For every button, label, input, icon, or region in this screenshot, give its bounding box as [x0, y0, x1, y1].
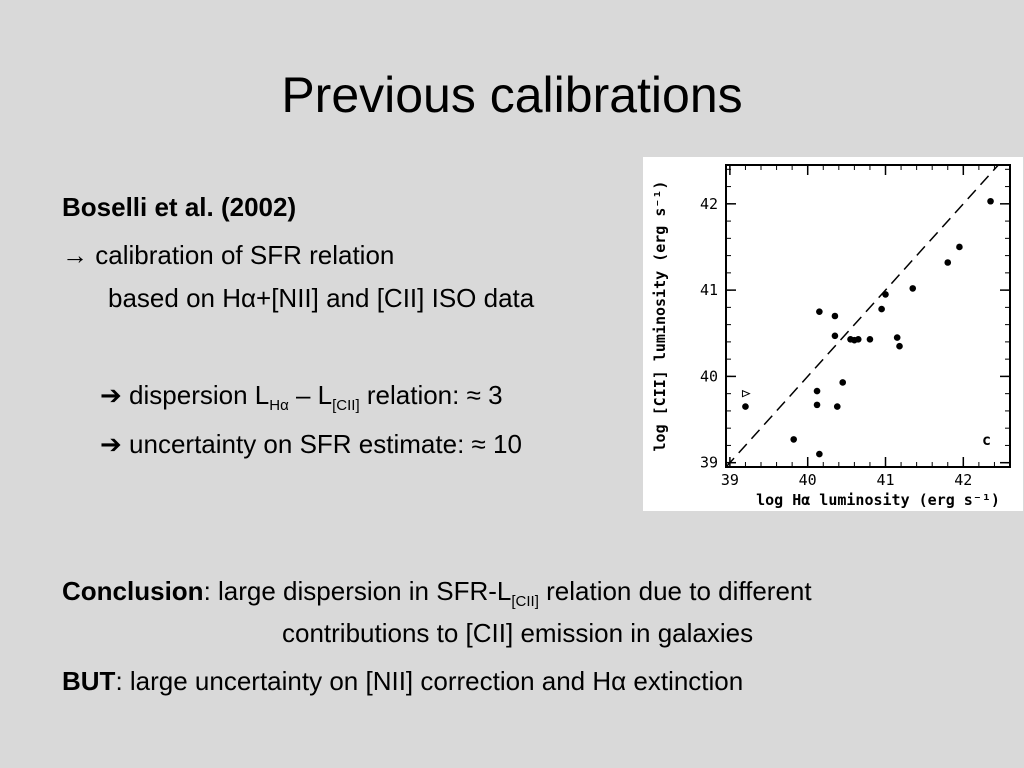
but-label: BUT: [62, 666, 116, 696]
right-arrow-icon: →: [62, 240, 88, 270]
reference-heading: Boselli et al. (2002): [62, 190, 296, 224]
y-tick-label: 41: [700, 281, 718, 299]
data-point: [909, 285, 917, 292]
data-point: [813, 387, 821, 395]
chart-svg: 39 40 41 42 39 40 41 42 c log Hα luminosity (erg …: [651, 164, 1011, 509]
plot-frame: [725, 164, 1011, 468]
y-tick-label: 42: [700, 195, 718, 213]
panel-label: c: [982, 431, 991, 449]
data-point: [742, 403, 749, 410]
calibration-text: calibration of SFR relation: [95, 240, 395, 270]
bold-right-arrow-icon: ➔: [100, 380, 122, 410]
data-point: [854, 335, 862, 343]
x-tick-label: 42: [954, 471, 972, 489]
x-tick-label: 41: [876, 471, 894, 489]
reference-line: [726, 165, 1000, 467]
data-point: [893, 334, 901, 341]
x-axis-label: log Hα luminosity (erg s⁻¹): [756, 491, 1000, 509]
dispersion-finding: ➔ dispersion LHα – L[CII] relation: ≈ 3: [100, 378, 503, 414]
y-tick-label: 39: [700, 454, 718, 472]
limit-point: [741, 389, 751, 398]
data-point: [813, 401, 821, 409]
data-point: [839, 379, 847, 386]
reference-text: Boselli et al. (2002): [62, 192, 297, 222]
conclusion-text: : large dispersion in SFR-L[CII] relatio…: [203, 576, 812, 610]
data-point: [896, 342, 903, 350]
data-point: [833, 403, 841, 410]
y-axis-label: log [CII] luminosity (erg s⁻¹): [651, 181, 669, 452]
conclusion-line-1: Conclusion: large dispersion in SFR-L[CI…: [62, 574, 812, 610]
but-line: BUT: large uncertainty on [NII] correcti…: [62, 664, 743, 698]
x-tick-label: 40: [799, 471, 817, 489]
conclusion-label: Conclusion: [62, 576, 204, 606]
data-point: [816, 450, 823, 458]
calibration-line-2: based on Hα+[NII] and [CII] ISO data: [108, 281, 534, 315]
data-point: [882, 291, 889, 298]
scatter-chart: 39 40 41 42 39 40 41 42 c log Hα luminosity (erg …: [643, 157, 1023, 511]
data-point: [956, 243, 963, 251]
dispersion-text: dispersion LHα – L[CII] relation: ≈ 3: [129, 380, 503, 414]
data-point: [878, 305, 885, 313]
uncertainty-text: uncertainty on SFR estimate: ≈ 10: [129, 429, 522, 459]
data-point: [790, 436, 797, 443]
bold-right-arrow-icon: ➔: [100, 429, 122, 459]
but-text: : large uncertainty on [NII] correction …: [115, 666, 744, 696]
y-tick-label: 40: [700, 367, 718, 385]
conclusion-text-2: contributions to [CII] emission in galax…: [282, 618, 754, 648]
x-tick-label: 39: [721, 471, 739, 489]
conclusion-line-2: contributions to [CII] emission in galax…: [282, 616, 753, 650]
slide-title: Previous calibrations: [281, 67, 743, 123]
calibration-line-1: → calibration of SFR relation: [62, 238, 394, 272]
calibration-detail: based on Hα+[NII] and [CII] ISO data: [108, 283, 535, 313]
data-point: [831, 332, 839, 340]
data-point: [987, 197, 994, 205]
data-point: [816, 308, 823, 315]
uncertainty-finding: ➔ uncertainty on SFR estimate: ≈ 10: [100, 427, 522, 461]
data-point: [866, 335, 874, 343]
data-point: [831, 312, 839, 320]
data-point: [944, 259, 952, 266]
